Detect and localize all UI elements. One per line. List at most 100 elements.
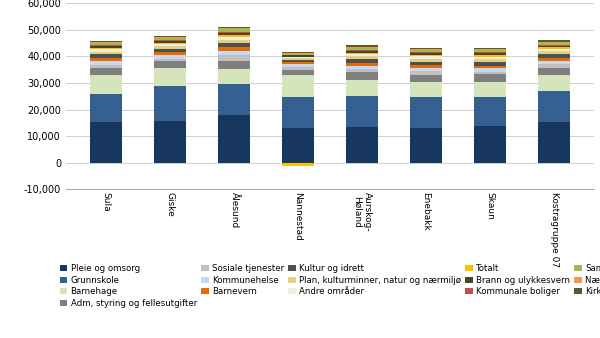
Bar <box>282 97 314 128</box>
Bar <box>90 42 122 43</box>
Bar <box>90 41 122 42</box>
Bar <box>346 46 378 47</box>
Bar <box>282 70 314 75</box>
Bar <box>346 96 378 127</box>
Bar <box>218 29 250 32</box>
Bar <box>218 51 250 55</box>
Bar <box>346 63 378 66</box>
Bar <box>218 69 250 84</box>
Bar <box>218 47 250 51</box>
Bar <box>346 56 378 59</box>
Bar <box>218 115 250 163</box>
Bar <box>474 52 506 53</box>
Bar <box>90 51 122 54</box>
Bar <box>346 69 378 72</box>
Bar <box>90 61 122 65</box>
Bar <box>538 43 570 45</box>
Bar <box>282 52 314 53</box>
Bar <box>410 62 442 65</box>
Bar <box>538 45 570 46</box>
Bar <box>346 54 378 56</box>
Bar <box>346 47 378 48</box>
Bar <box>474 53 506 55</box>
Bar <box>346 66 378 69</box>
Bar <box>154 46 186 49</box>
Bar <box>474 50 506 52</box>
Bar <box>538 58 570 61</box>
Bar <box>410 82 442 97</box>
Bar <box>218 32 250 33</box>
Bar <box>282 54 314 55</box>
Bar <box>90 43 122 45</box>
Bar <box>154 35 186 37</box>
Bar <box>410 55 442 56</box>
Bar <box>538 42 570 43</box>
Bar <box>474 74 506 82</box>
Bar <box>90 48 122 49</box>
Bar <box>474 126 506 163</box>
Bar <box>538 54 570 58</box>
Bar <box>474 68 506 72</box>
Bar <box>154 43 186 44</box>
Bar <box>154 55 186 58</box>
Bar <box>538 122 570 163</box>
Bar <box>154 41 186 43</box>
Bar <box>474 48 506 49</box>
Bar <box>346 50 378 51</box>
Bar <box>154 58 186 62</box>
Bar <box>410 50 442 52</box>
Bar <box>538 64 570 68</box>
Bar <box>346 59 378 63</box>
Bar <box>218 35 250 37</box>
Bar <box>90 94 122 122</box>
Bar <box>282 128 314 163</box>
Bar <box>346 72 378 80</box>
Bar <box>346 127 378 163</box>
Bar <box>90 65 122 68</box>
Bar <box>154 49 186 52</box>
Bar <box>218 61 250 69</box>
Bar <box>474 59 506 62</box>
Bar <box>154 52 186 55</box>
Bar <box>218 33 250 35</box>
Bar <box>90 75 122 94</box>
Bar <box>282 75 314 97</box>
Bar <box>474 72 506 74</box>
Bar <box>474 66 506 68</box>
Bar <box>154 62 186 68</box>
Bar <box>538 68 570 75</box>
Bar <box>474 49 506 50</box>
Legend: Pleie og omsorg, Grunnskole, Barnehage, Adm, styring og fellesutgifter, Sosiale : Pleie og omsorg, Grunnskole, Barnehage, … <box>60 264 600 308</box>
Bar <box>410 58 442 62</box>
Bar <box>346 80 378 96</box>
Bar <box>218 84 250 115</box>
Bar <box>282 67 314 70</box>
Bar <box>282 58 314 60</box>
Bar <box>282 163 314 166</box>
Bar <box>218 27 250 28</box>
Bar <box>410 71 442 75</box>
Bar <box>538 61 570 64</box>
Bar <box>410 68 442 71</box>
Bar <box>218 40 250 43</box>
Bar <box>410 52 442 53</box>
Bar <box>282 57 314 58</box>
Bar <box>474 55 506 57</box>
Bar <box>154 121 186 163</box>
Bar <box>538 51 570 54</box>
Bar <box>282 62 314 65</box>
Bar <box>474 62 506 66</box>
Bar <box>90 46 122 48</box>
Bar <box>474 97 506 126</box>
Bar <box>474 57 506 59</box>
Bar <box>90 122 122 163</box>
Bar <box>154 68 186 87</box>
Bar <box>538 75 570 91</box>
Bar <box>154 44 186 46</box>
Bar <box>90 54 122 58</box>
Bar <box>410 128 442 163</box>
Bar <box>346 51 378 52</box>
Bar <box>218 43 250 47</box>
Bar <box>90 68 122 75</box>
Bar <box>346 48 378 50</box>
